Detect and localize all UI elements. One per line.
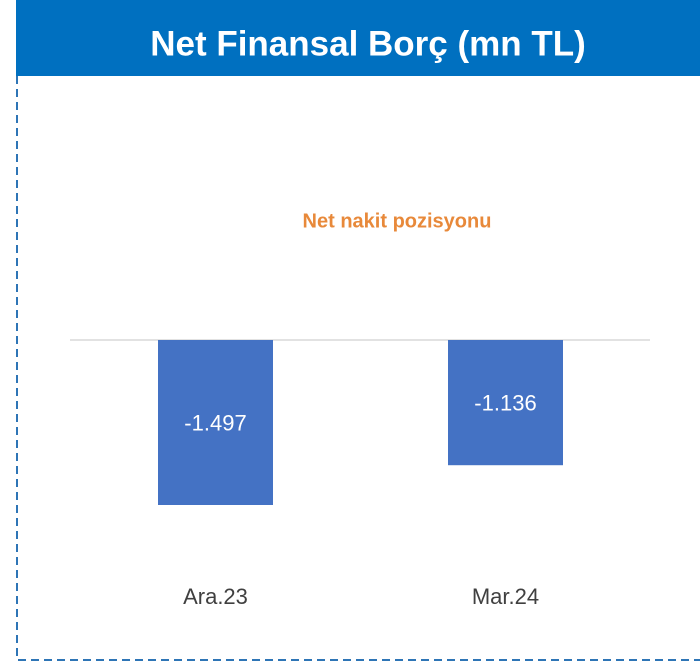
bar: [448, 340, 563, 466]
chart-subtitle: Net nakit pozisyonu: [303, 210, 492, 232]
panel-border: [16, 76, 700, 661]
header-bar: [16, 0, 700, 76]
x-tick-label: Ara.23: [183, 584, 248, 609]
x-tick-label: Mar.24: [472, 584, 539, 609]
bar: [158, 340, 273, 505]
chart-title: Net Finansal Borç (mn TL): [150, 24, 586, 63]
value-label: -1.136: [474, 390, 536, 415]
value-label: -1.497: [184, 410, 246, 435]
